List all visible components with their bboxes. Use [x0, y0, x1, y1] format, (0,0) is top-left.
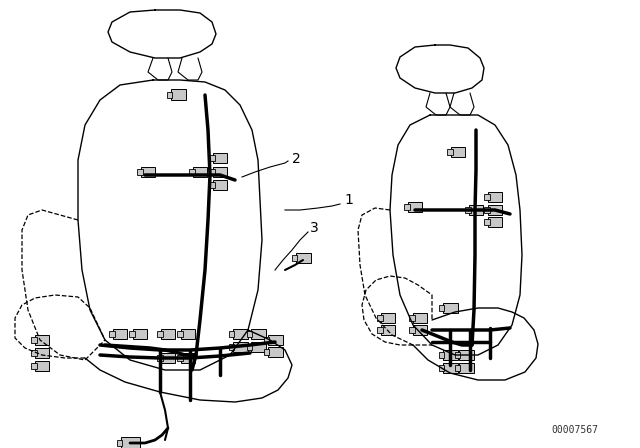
FancyBboxPatch shape — [157, 355, 163, 361]
FancyBboxPatch shape — [109, 331, 115, 337]
FancyBboxPatch shape — [438, 305, 444, 311]
FancyBboxPatch shape — [141, 167, 155, 177]
FancyBboxPatch shape — [381, 313, 395, 323]
FancyBboxPatch shape — [133, 329, 147, 339]
Text: 1: 1 — [344, 193, 353, 207]
FancyBboxPatch shape — [193, 167, 207, 177]
FancyBboxPatch shape — [447, 149, 453, 155]
FancyBboxPatch shape — [484, 207, 490, 213]
FancyBboxPatch shape — [484, 219, 490, 225]
FancyBboxPatch shape — [232, 329, 248, 339]
FancyBboxPatch shape — [442, 303, 458, 313]
FancyBboxPatch shape — [113, 329, 127, 339]
FancyBboxPatch shape — [166, 92, 172, 98]
FancyBboxPatch shape — [408, 202, 422, 212]
FancyBboxPatch shape — [484, 194, 490, 200]
FancyBboxPatch shape — [209, 169, 215, 175]
Text: 3: 3 — [310, 221, 319, 235]
FancyBboxPatch shape — [458, 363, 474, 373]
FancyBboxPatch shape — [177, 355, 183, 361]
FancyBboxPatch shape — [213, 153, 227, 163]
FancyBboxPatch shape — [161, 353, 175, 363]
FancyBboxPatch shape — [170, 90, 186, 100]
FancyBboxPatch shape — [377, 314, 383, 321]
Text: 00007567: 00007567 — [551, 425, 598, 435]
FancyBboxPatch shape — [250, 342, 266, 352]
FancyBboxPatch shape — [413, 325, 427, 335]
FancyBboxPatch shape — [250, 329, 266, 339]
FancyBboxPatch shape — [488, 205, 502, 215]
FancyBboxPatch shape — [181, 353, 195, 363]
FancyBboxPatch shape — [409, 314, 415, 321]
FancyBboxPatch shape — [31, 350, 36, 356]
FancyBboxPatch shape — [268, 335, 282, 345]
FancyBboxPatch shape — [129, 331, 135, 337]
FancyBboxPatch shape — [35, 348, 49, 358]
FancyBboxPatch shape — [454, 352, 460, 358]
FancyBboxPatch shape — [454, 365, 460, 371]
FancyBboxPatch shape — [488, 192, 502, 202]
FancyBboxPatch shape — [232, 342, 248, 352]
FancyBboxPatch shape — [381, 325, 395, 335]
FancyBboxPatch shape — [246, 331, 252, 337]
FancyBboxPatch shape — [116, 439, 122, 446]
FancyBboxPatch shape — [264, 337, 269, 343]
FancyBboxPatch shape — [458, 350, 474, 360]
FancyBboxPatch shape — [438, 365, 444, 371]
FancyBboxPatch shape — [442, 363, 458, 373]
FancyBboxPatch shape — [296, 253, 310, 263]
Text: 2: 2 — [292, 152, 301, 166]
FancyBboxPatch shape — [465, 207, 471, 213]
FancyBboxPatch shape — [409, 327, 415, 333]
FancyBboxPatch shape — [213, 167, 227, 177]
FancyBboxPatch shape — [264, 349, 269, 355]
FancyBboxPatch shape — [157, 331, 163, 337]
FancyBboxPatch shape — [213, 180, 227, 190]
FancyBboxPatch shape — [377, 327, 383, 333]
FancyBboxPatch shape — [246, 344, 252, 350]
FancyBboxPatch shape — [189, 169, 195, 175]
FancyBboxPatch shape — [469, 205, 483, 215]
FancyBboxPatch shape — [161, 329, 175, 339]
FancyBboxPatch shape — [228, 344, 234, 350]
FancyBboxPatch shape — [442, 350, 458, 360]
FancyBboxPatch shape — [404, 204, 410, 210]
FancyBboxPatch shape — [413, 313, 427, 323]
FancyBboxPatch shape — [137, 169, 143, 175]
FancyBboxPatch shape — [35, 335, 49, 345]
FancyBboxPatch shape — [292, 255, 298, 261]
FancyBboxPatch shape — [31, 337, 36, 343]
FancyBboxPatch shape — [268, 347, 282, 357]
FancyBboxPatch shape — [228, 331, 234, 337]
FancyBboxPatch shape — [488, 217, 502, 227]
FancyBboxPatch shape — [35, 361, 49, 371]
FancyBboxPatch shape — [181, 329, 195, 339]
FancyBboxPatch shape — [451, 147, 465, 157]
FancyBboxPatch shape — [438, 352, 444, 358]
FancyBboxPatch shape — [209, 182, 215, 188]
FancyBboxPatch shape — [31, 363, 36, 369]
FancyBboxPatch shape — [177, 331, 183, 337]
FancyBboxPatch shape — [120, 438, 140, 448]
FancyBboxPatch shape — [209, 155, 215, 161]
